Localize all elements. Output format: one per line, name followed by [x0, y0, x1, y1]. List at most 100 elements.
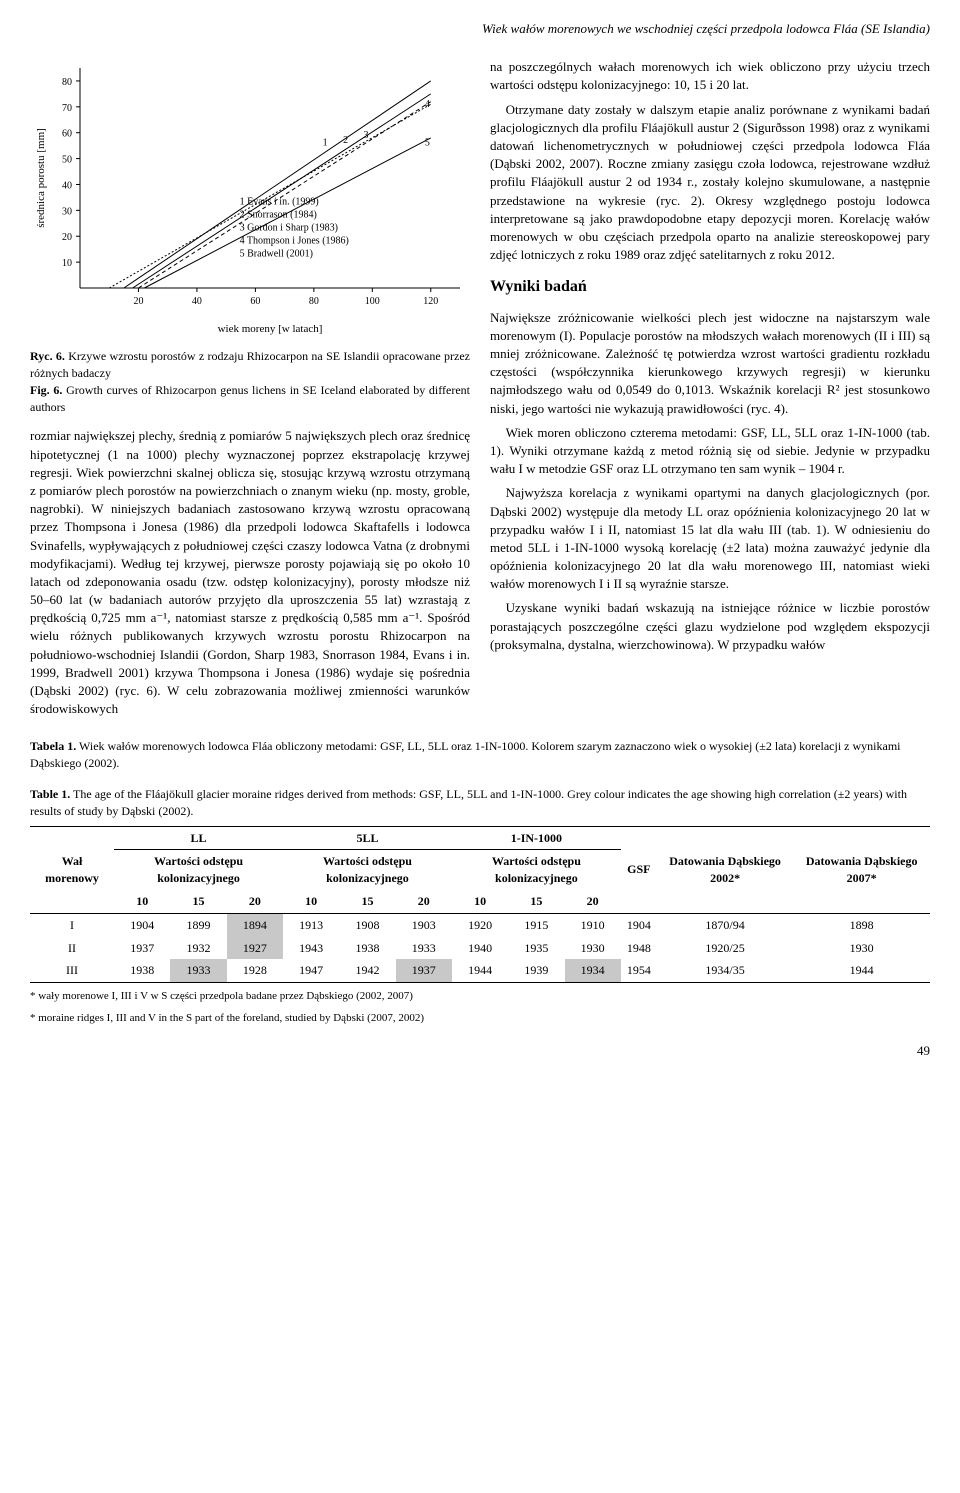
- table-cell: 1920: [452, 913, 508, 936]
- table-cell: 1944: [452, 959, 508, 982]
- svg-text:50: 50: [62, 155, 72, 166]
- table-cell: 1943: [283, 937, 339, 960]
- table-cell: 1904: [114, 913, 170, 936]
- table-cell: 1937: [396, 959, 452, 982]
- th-sub-ll: Wartości odstępu kolonizacyjnego: [114, 850, 283, 890]
- table-cell: 1913: [283, 913, 339, 936]
- fig6-pl-label: Ryc. 6.: [30, 349, 65, 363]
- table-row: II19371932192719431938193319401935193019…: [30, 937, 930, 960]
- th-subcol: 10: [283, 890, 339, 913]
- svg-text:1: 1: [323, 138, 328, 149]
- th-sub-5ll: Wartości odstępu kolonizacyjnego: [283, 850, 452, 890]
- table-cell: 1948: [621, 937, 657, 960]
- svg-text:100: 100: [365, 296, 380, 307]
- table-1: Wał morenowy LL 5LL 1-IN-1000 GSF Datowa…: [30, 826, 930, 984]
- figure-6-caption: Ryc. 6. Krzywe wzrostu porostów z rodzaj…: [30, 348, 470, 415]
- table-cell: 1942: [339, 959, 395, 982]
- th-subcol: 10: [114, 890, 170, 913]
- svg-text:3: 3: [364, 130, 369, 141]
- svg-text:3 Gordon i Sharp (1983): 3 Gordon i Sharp (1983): [240, 223, 338, 234]
- table-cell: 1937: [114, 937, 170, 960]
- table-cell: 1944: [793, 959, 930, 982]
- fig6-en-label: Fig. 6.: [30, 383, 62, 397]
- footnote-pl: * wały morenowe I, III i V w S części pr…: [30, 989, 930, 1004]
- svg-text:średnica porostu [mm]: średnica porostu [mm]: [35, 128, 47, 228]
- table1-pl-text: Wiek wałów morenowych lodowca Fláa oblic…: [30, 739, 900, 770]
- svg-text:1 Evans i in. (1999): 1 Evans i in. (1999): [240, 197, 319, 208]
- svg-text:10: 10: [62, 258, 72, 269]
- table-cell: 1899: [170, 913, 226, 936]
- table-cell: 1904: [621, 913, 657, 936]
- table-cell: I: [30, 913, 114, 936]
- table-cell: 1932: [170, 937, 226, 960]
- table-cell: 1933: [396, 937, 452, 960]
- table-cell: 1935: [508, 937, 564, 960]
- svg-text:70: 70: [62, 103, 72, 114]
- table-cell: 1870/94: [657, 913, 794, 936]
- th-subcol: 20: [227, 890, 283, 913]
- table-row: III1938193319281947194219371944193919341…: [30, 959, 930, 982]
- page-number: 49: [30, 1042, 930, 1060]
- svg-text:20: 20: [133, 296, 143, 307]
- table-row: I190418991894191319081903192019151910190…: [30, 913, 930, 936]
- svg-text:2 Snorrason (1984): 2 Snorrason (1984): [240, 210, 317, 221]
- results-p3: Najwyższa korelacja z wynikami opartymi …: [490, 484, 930, 593]
- svg-text:30: 30: [62, 207, 72, 218]
- table-cell: III: [30, 959, 114, 982]
- svg-text:2: 2: [343, 135, 348, 146]
- table-cell: 1903: [396, 913, 452, 936]
- left-column: 10 20 30 40 50 60 70 80 20 40 60 80 100 120 wiek moren…: [30, 58, 470, 724]
- table-cell: 1940: [452, 937, 508, 960]
- left-body-paragraph: rozmiar największej plechy, średnią z po…: [30, 427, 470, 718]
- th-sub-1in1000: Wartości odstępu kolonizacyjnego: [452, 850, 621, 890]
- th-dab2007: Datowania Dąbskiego 2007*: [793, 826, 930, 913]
- th-subcol: 20: [565, 890, 621, 913]
- table-cell: 1933: [170, 959, 226, 982]
- svg-text:120: 120: [423, 296, 438, 307]
- table-cell: 1930: [565, 937, 621, 960]
- main-two-column: 10 20 30 40 50 60 70 80 20 40 60 80 100 120 wiek moren…: [30, 58, 930, 724]
- th-group-ll: LL: [114, 826, 283, 850]
- table-cell: II: [30, 937, 114, 960]
- table-cell: 1910: [565, 913, 621, 936]
- table-cell: 1939: [508, 959, 564, 982]
- table-cell: 1934: [565, 959, 621, 982]
- table-cell: 1938: [339, 937, 395, 960]
- svg-text:60: 60: [62, 129, 72, 140]
- results-p2: Wiek moren obliczono czterema metodami: …: [490, 424, 930, 479]
- table1-caption-pl: Tabela 1. Wiek wałów morenowych lodowca …: [30, 738, 930, 772]
- svg-text:60: 60: [250, 296, 260, 307]
- th-gsf: GSF: [621, 826, 657, 913]
- table-cell: 1934/35: [657, 959, 794, 982]
- right-p2: Otrzymane daty zostały w dalszym etapie …: [490, 101, 930, 265]
- table1-caption-en: Table 1. The age of the Fláajökull glaci…: [30, 786, 930, 820]
- th-subcol: 20: [396, 890, 452, 913]
- table-cell: 1938: [114, 959, 170, 982]
- right-column: na poszczególnych wałach morenowych ich …: [490, 58, 930, 724]
- results-p1: Największe zróżnicowanie wielkości plech…: [490, 309, 930, 418]
- fig6-en-text: Growth curves of Rhizocarpon genus liche…: [30, 383, 470, 414]
- table-cell: 1920/25: [657, 937, 794, 960]
- th-subcol: 15: [339, 890, 395, 913]
- th-group-5ll: 5LL: [283, 826, 452, 850]
- svg-text:80: 80: [309, 296, 319, 307]
- th-subcol: 15: [170, 890, 226, 913]
- svg-text:20: 20: [62, 232, 72, 243]
- table1-en-label: Table 1.: [30, 787, 70, 801]
- table-cell: 1927: [227, 937, 283, 960]
- growth-curve-chart: 10 20 30 40 50 60 70 80 20 40 60 80 100 120 wiek moren…: [30, 58, 470, 338]
- fig6-pl-text: Krzywe wzrostu porostów z rodzaju Rhizoc…: [30, 349, 470, 380]
- table1-en-text: The age of the Fláajökull glacier morain…: [30, 787, 907, 818]
- table-cell: 1898: [793, 913, 930, 936]
- svg-text:4 Thompson i Jones (1986): 4 Thompson i Jones (1986): [240, 236, 349, 247]
- th-row-header: Wał morenowy: [30, 826, 114, 913]
- svg-text:40: 40: [62, 181, 72, 192]
- svg-text:wiek moreny [w latach]: wiek moreny [w latach]: [218, 323, 323, 335]
- table-cell: 1928: [227, 959, 283, 982]
- th-group-1in1000: 1-IN-1000: [452, 826, 621, 850]
- svg-text:40: 40: [192, 296, 202, 307]
- results-heading: Wyniki badań: [490, 276, 930, 298]
- right-p1: na poszczególnych wałach morenowych ich …: [490, 58, 930, 94]
- chart-svg: 10 20 30 40 50 60 70 80 20 40 60 80 100 120 wiek moren…: [30, 58, 470, 338]
- svg-text:80: 80: [62, 77, 72, 88]
